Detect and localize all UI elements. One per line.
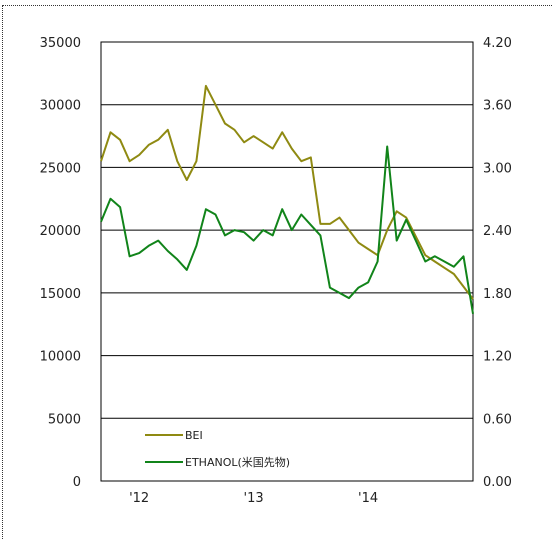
gridlines [101, 104, 473, 419]
right-y-tick-label: 0.60 [483, 412, 512, 427]
plot-area [100, 41, 474, 482]
left-y-tick-label: 0 [73, 475, 81, 490]
left-y-tick-label: 35000 [40, 36, 81, 51]
x-tick-label: '12 [129, 491, 149, 506]
right-y-tick-label: 1.80 [483, 287, 512, 302]
x-tick-label: '14 [358, 491, 378, 506]
right-y-tick-label: 2.40 [483, 224, 512, 239]
right-y-tick-label: 0.00 [483, 475, 512, 490]
right-y-tick-label: 4.20 [483, 36, 512, 51]
left-y-tick-label: 30000 [40, 99, 81, 114]
legend-label: BEI [185, 429, 203, 442]
left-y-tick-label: 20000 [40, 224, 81, 239]
right-y-axis: 0.00 0.60 1.20 1.80 2.40 3.00 3.60 4.20 [483, 36, 512, 490]
left-y-tick-label: 5000 [48, 412, 81, 427]
right-y-tick-label: 3.60 [483, 99, 512, 114]
chart-frame [2, 5, 552, 539]
x-axis: '12 '13 '14 [129, 491, 378, 506]
right-y-tick-label: 1.20 [483, 350, 512, 365]
legend-label: ETHANOL(米国先物) [185, 455, 290, 469]
legend: BEI ETHANOL(米国先物) [145, 429, 290, 469]
right-y-tick-label: 3.00 [483, 161, 512, 176]
left-y-tick-label: 25000 [40, 161, 81, 176]
left-y-tick-label: 10000 [40, 350, 81, 365]
series-line [100, 84, 474, 300]
series-line [100, 145, 474, 314]
left-y-axis: 0 5000 10000 15000 20000 25000 30000 35000 [40, 36, 81, 490]
x-tick-label: '13 [244, 491, 264, 506]
left-y-tick-label: 15000 [40, 287, 81, 302]
series-lines [100, 84, 474, 314]
